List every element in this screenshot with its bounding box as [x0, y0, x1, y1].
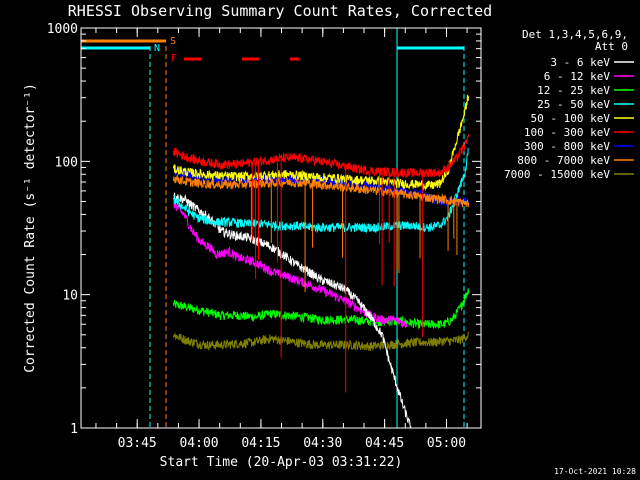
legend-label: 7000 - 15000 keV [504, 168, 610, 181]
axis-ticks: 1 10 100 1000 03:45 04:00 04:15 04:30 04:45 05:00 [47, 22, 481, 451]
chart-title: RHESSI Observing Summary Count Rates, Co… [68, 2, 492, 20]
series-line [172, 134, 470, 179]
y-tick-label: 1 [70, 422, 78, 437]
legend-detectors: Det 1,3,4,5,6,9, [522, 28, 628, 41]
series-line [172, 174, 470, 208]
plot-frame [80, 27, 482, 429]
x-tick-label: 05:00 [427, 436, 466, 451]
legend-label: 3 - 6 keV [550, 56, 610, 69]
footer-date: 17-Oct-2021 10:28 [554, 467, 636, 476]
x-tick-label: 04:15 [241, 436, 280, 451]
y-tick-label: 1000 [47, 22, 78, 37]
flag-label-s: S [170, 36, 176, 47]
flag-layer: SNF [81, 36, 464, 64]
legend-attenuator: Att 0 [595, 40, 628, 53]
x-tick-label: 04:30 [303, 436, 342, 451]
x-tick-label: 04:00 [179, 436, 218, 451]
series-line [172, 288, 470, 329]
y-tick-label: 10 [62, 289, 78, 304]
legend-label: 25 - 50 keV [537, 98, 610, 111]
flag-label-f: F [171, 53, 177, 64]
flag-label-n: N [154, 43, 160, 54]
x-axis-label: Start Time (20-Apr-03 03:31:22) [160, 455, 403, 470]
y-axis-label: Corrected Count Rate (s⁻¹ detector⁻¹) [23, 83, 38, 373]
legend-label: 50 - 100 keV [531, 112, 611, 125]
legend-label: 100 - 300 keV [524, 126, 610, 139]
legend-label: 800 - 7000 keV [517, 154, 610, 167]
series-line [172, 200, 408, 328]
series-line [172, 94, 470, 192]
series-layer [172, 94, 470, 429]
x-tick-label: 04:45 [365, 436, 404, 451]
series-line [173, 147, 469, 234]
legend-label: 300 - 800 keV [524, 140, 610, 153]
series-line [172, 331, 470, 352]
y-tick-label: 100 [55, 155, 78, 170]
legend-label: 12 - 25 keV [537, 84, 610, 97]
x-tick-label: 03:45 [118, 436, 157, 451]
legend-label: 6 - 12 keV [544, 70, 611, 83]
